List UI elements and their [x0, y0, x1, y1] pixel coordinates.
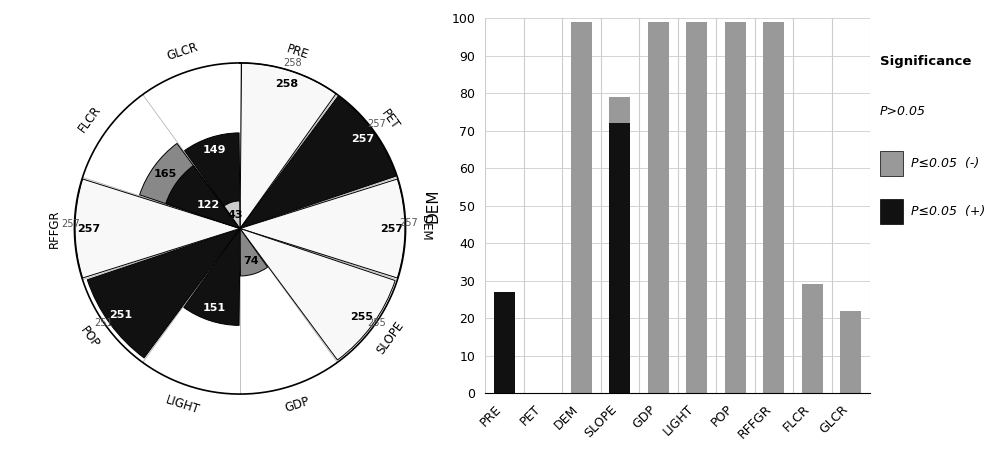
Bar: [802, 284, 823, 393]
Bar: [140, 143, 240, 228]
Bar: [763, 22, 784, 393]
Bar: [880, 151, 903, 176]
Text: PRE: PRE: [285, 43, 310, 62]
Text: 257: 257: [367, 119, 386, 129]
Bar: [75, 179, 240, 278]
Text: 74: 74: [243, 256, 258, 266]
Text: SLOPE: SLOPE: [374, 319, 406, 356]
Text: PET: PET: [378, 107, 402, 132]
Bar: [609, 97, 630, 123]
Text: 251: 251: [109, 310, 132, 320]
Text: 251: 251: [94, 318, 113, 328]
Text: 165: 165: [153, 169, 177, 179]
Bar: [240, 228, 395, 360]
Text: P≤0.05  (+): P≤0.05 (+): [911, 205, 985, 218]
Bar: [166, 165, 240, 228]
Text: 255: 255: [350, 312, 373, 322]
Text: 43: 43: [228, 210, 243, 220]
Text: LIGHT: LIGHT: [164, 393, 201, 416]
Bar: [184, 228, 240, 325]
Bar: [240, 96, 396, 229]
Bar: [686, 22, 707, 393]
Y-axis label: DEM: DEM: [425, 188, 440, 223]
Text: DEM: DEM: [419, 215, 432, 242]
Text: 258: 258: [276, 79, 299, 89]
Bar: [87, 228, 240, 358]
Text: 151: 151: [203, 303, 226, 313]
Bar: [609, 123, 630, 393]
Bar: [240, 179, 405, 278]
Text: POP: POP: [78, 324, 102, 351]
Text: RFFGR: RFFGR: [48, 209, 61, 248]
Text: 257: 257: [351, 134, 374, 144]
Text: GLCR: GLCR: [165, 41, 200, 63]
Text: 257: 257: [62, 218, 80, 228]
Text: 257: 257: [77, 223, 100, 234]
Bar: [240, 63, 336, 228]
Bar: [880, 199, 903, 224]
Text: GDP: GDP: [283, 395, 311, 415]
Text: 257: 257: [380, 223, 403, 234]
Text: P>0.05: P>0.05: [880, 105, 926, 118]
Bar: [240, 228, 268, 276]
Text: 255: 255: [367, 318, 386, 328]
Bar: [725, 22, 746, 393]
Text: 122: 122: [197, 201, 220, 211]
Text: 149: 149: [203, 145, 226, 155]
Bar: [494, 292, 515, 393]
Text: FLCR: FLCR: [76, 104, 104, 135]
Bar: [224, 201, 240, 228]
Bar: [571, 22, 592, 393]
Text: P≤0.05  (-): P≤0.05 (-): [911, 157, 979, 170]
Bar: [185, 133, 240, 228]
Text: Significance: Significance: [880, 55, 971, 68]
Bar: [648, 22, 669, 393]
Text: 258: 258: [283, 58, 302, 68]
Text: 257: 257: [400, 218, 418, 228]
Bar: [840, 311, 861, 393]
